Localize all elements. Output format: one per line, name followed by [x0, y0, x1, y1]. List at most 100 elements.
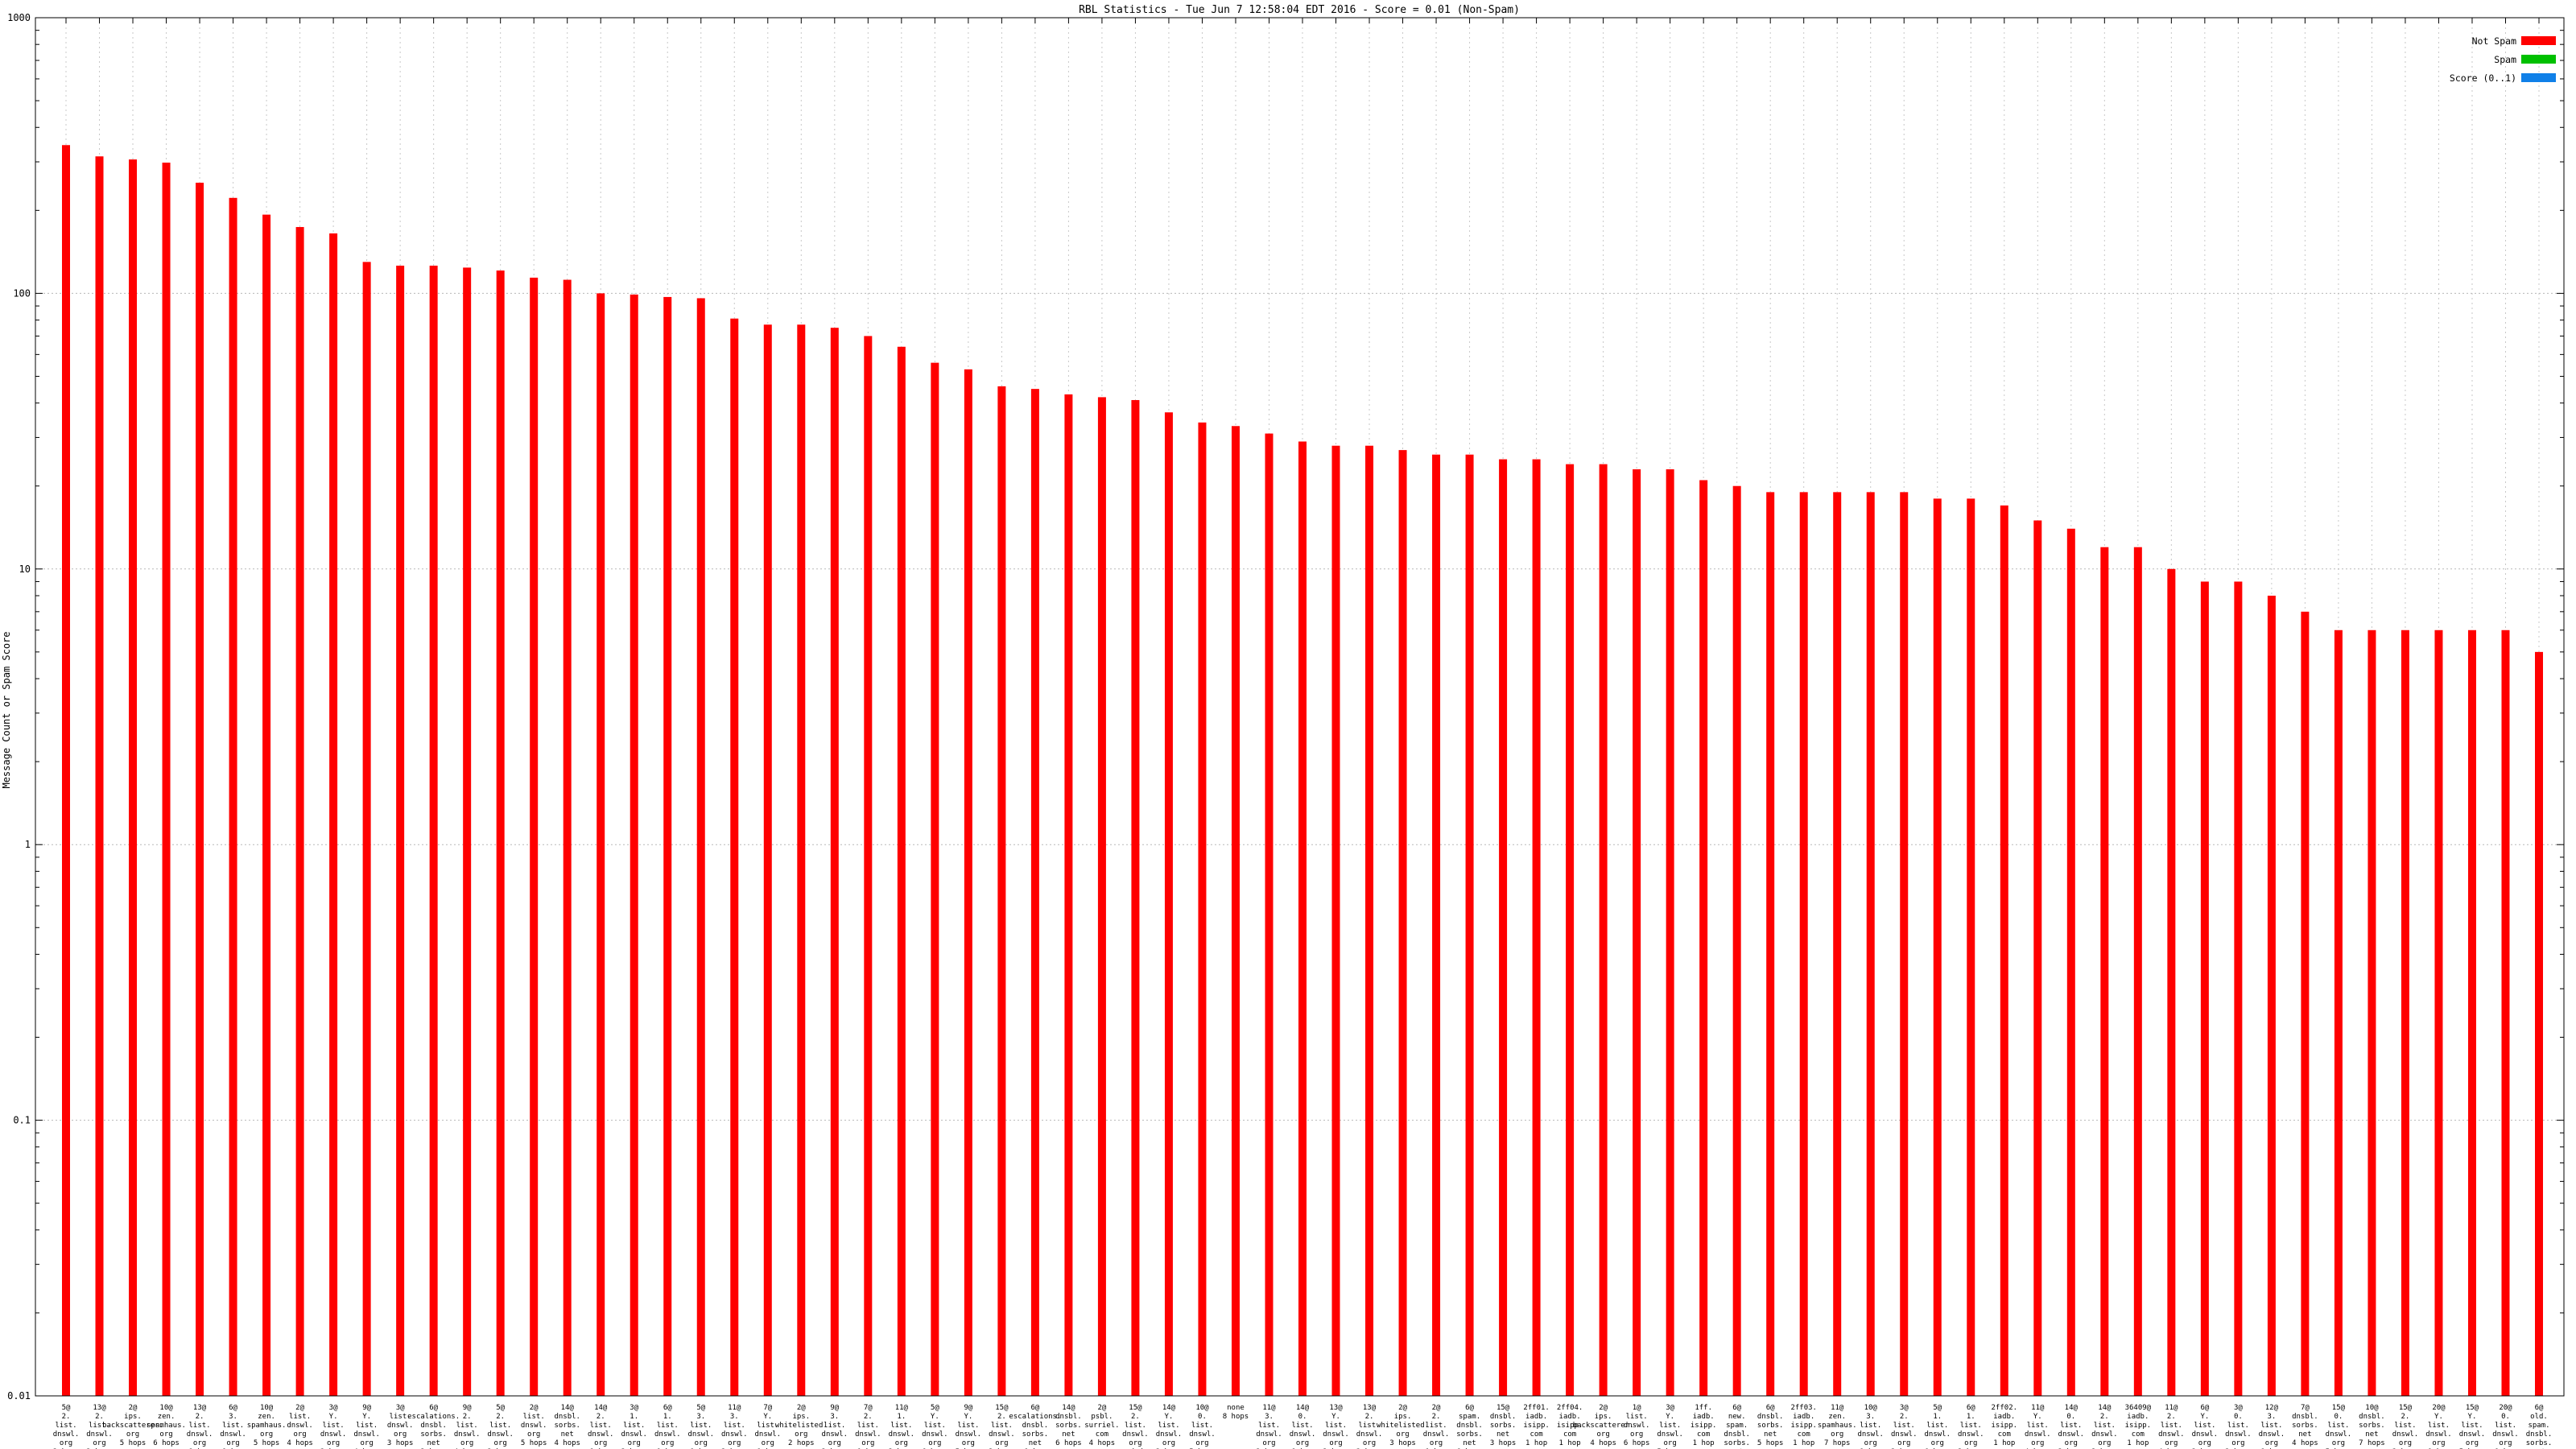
bar	[2033, 520, 2042, 1396]
bar	[1933, 498, 1942, 1396]
x-tick-label: 6@ dnsbl. sorbs. net 5 hops	[1757, 1404, 1784, 1447]
x-tick-label: 1ff. iadb. isipp. com 1 hop	[1690, 1404, 1717, 1447]
bar	[1331, 445, 1340, 1396]
bar	[1097, 397, 1106, 1397]
x-tick-label: 36409@ iadb. isipp. com 1 hop	[2125, 1404, 2152, 1447]
x-tick-label: 14@ dnsbl. sorbs. net 4 hops	[554, 1404, 580, 1447]
legend-item-score: Score (0..1)	[2450, 72, 2556, 84]
bar	[1198, 422, 1207, 1397]
bar	[1064, 394, 1073, 1396]
bar	[563, 279, 572, 1397]
bar	[1499, 459, 1508, 1396]
y-tick-label: 10	[19, 564, 31, 575]
bar	[1799, 492, 1808, 1397]
bar	[2267, 595, 2276, 1396]
bar	[2334, 630, 2343, 1396]
bar	[1465, 454, 1474, 1396]
bar	[362, 262, 371, 1397]
bar	[62, 145, 70, 1397]
axis-ticks	[35, 17, 2564, 1397]
bar	[2535, 651, 2543, 1396]
bar	[663, 296, 672, 1397]
y-tick-label: 1000	[7, 12, 31, 23]
x-tick-label: 14@ dnsbl. sorbs. net 6 hops	[1055, 1404, 1082, 1447]
bar	[530, 277, 539, 1396]
bar	[2100, 547, 2109, 1396]
bar	[1833, 492, 1842, 1397]
x-tick-label: 2@ list. dnswl. org 5 hops	[521, 1404, 547, 1447]
x-tick-label: 1@ list. dnswl. org 6 hops	[1624, 1404, 1650, 1447]
bar	[1699, 480, 1708, 1396]
bar	[2234, 581, 2243, 1396]
bar	[1298, 441, 1307, 1397]
bar	[763, 324, 772, 1396]
bar	[1599, 464, 1608, 1396]
x-tick-label: 2ff03. iadb. isipp. com 1 hop	[1790, 1404, 1817, 1447]
x-tick-label: 2ff02. iadb. isipp. com 1 hop	[1992, 1404, 2018, 1447]
bar	[696, 298, 705, 1396]
bar	[730, 318, 739, 1396]
y-tick-label: 1	[25, 839, 31, 850]
bar	[931, 362, 939, 1397]
bar	[396, 266, 405, 1397]
x-tick-label: 3@ list. dnswl. org 3 hops	[387, 1404, 414, 1447]
x-tick-label: 7@ dnsbl. sorbs. net 4 hops	[2292, 1404, 2318, 1447]
bar	[162, 163, 171, 1397]
y-axis-label: Message Count or Spam Score	[1, 631, 12, 788]
x-tick-label: 2@ ips. whitelisted. org 3 hops	[1377, 1404, 1429, 1447]
bar	[2066, 528, 2075, 1396]
x-tick-label: 2@ list. dnswl. org 4 hops	[287, 1404, 313, 1447]
legend-swatch-not-spam	[2521, 36, 2556, 45]
bar	[229, 197, 237, 1397]
legend-swatch-score	[2521, 73, 2556, 82]
x-tick-label: 10@ zen. spamhaus. org 6 hops	[147, 1404, 186, 1447]
bar	[1398, 450, 1407, 1396]
bar	[1532, 459, 1541, 1396]
x-tick-label: 2@ ips. backscatterer. org 5 hops	[102, 1404, 163, 1447]
bar	[997, 386, 1006, 1396]
x-tick-label: 2ff04. iadb. isipp. com 1 hop	[1557, 1404, 1583, 1447]
legend: Not Spam Spam Score (0..1)	[2450, 35, 2556, 84]
bar	[597, 293, 605, 1396]
bar	[2301, 611, 2310, 1396]
legend-label: Not Spam	[2472, 35, 2516, 47]
bar	[463, 267, 472, 1397]
bar	[2434, 630, 2443, 1396]
bar	[1131, 399, 1140, 1397]
x-tick-label: 11@ zen. spamhaus. org 7 hops	[1818, 1404, 1857, 1447]
bar	[1866, 492, 1875, 1397]
bar	[1231, 426, 1240, 1397]
x-tick-label: 15@ dnsbl. sorbs. net 3 hops	[1490, 1404, 1517, 1447]
y-tick-label: 0.1	[13, 1115, 31, 1126]
bar	[830, 328, 839, 1397]
